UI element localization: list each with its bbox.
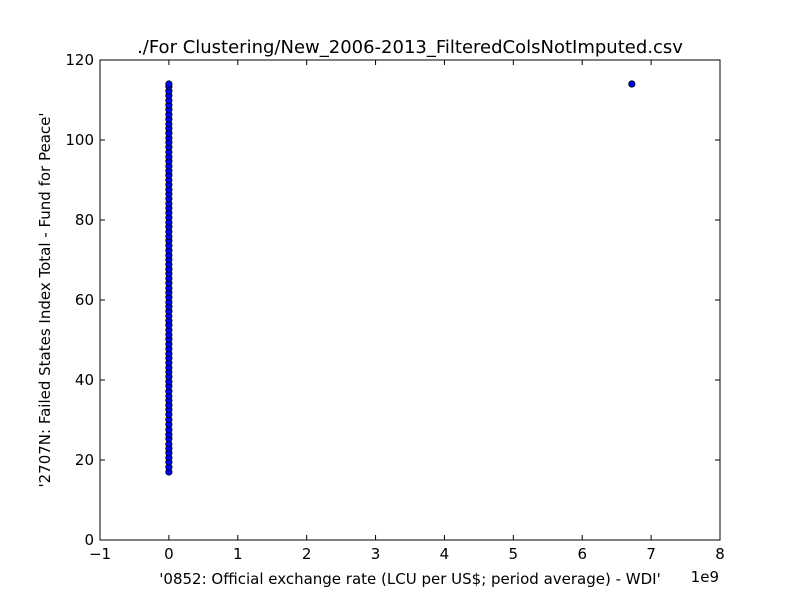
x-axis-ticks: −1 0 1 2 3 4 5 6 7 8 <box>89 60 725 563</box>
data-point <box>165 80 173 88</box>
x-tick-label: 2 <box>302 545 312 563</box>
x-tick-label: 5 <box>509 545 519 563</box>
plot-frame <box>99 59 721 541</box>
y-tick-label: 100 <box>65 131 94 149</box>
y-tick-label: 0 <box>84 531 94 549</box>
y-axis-label: '2707N: Failed States Index Total - Fund… <box>36 113 54 488</box>
data-point <box>628 80 636 88</box>
x-tick-label: 6 <box>577 545 587 563</box>
y-tick-label: 80 <box>75 211 94 229</box>
x-tick-label: 4 <box>440 545 450 563</box>
x-axis-offset-label: 1e9 <box>691 568 719 586</box>
y-tick-label: 40 <box>75 371 94 389</box>
y-axis-ticks: 0 20 40 60 80 100 120 <box>65 51 720 549</box>
y-tick-label: 120 <box>65 51 94 69</box>
x-axis-label: '0852: Official exchange rate (LCU per U… <box>159 570 660 588</box>
chart-title: ./For Clustering/New_2006-2013_FilteredC… <box>137 37 683 58</box>
x-tick-label: 1 <box>233 545 243 563</box>
x-tick-label: 7 <box>646 545 656 563</box>
y-tick-label: 20 <box>75 451 94 469</box>
x-tick-label: 0 <box>164 545 174 563</box>
x-tick-label: −1 <box>89 545 111 563</box>
points-layer <box>165 80 636 476</box>
x-tick-label: 8 <box>715 545 725 563</box>
y-tick-label: 60 <box>75 291 94 309</box>
x-tick-label: 3 <box>371 545 381 563</box>
